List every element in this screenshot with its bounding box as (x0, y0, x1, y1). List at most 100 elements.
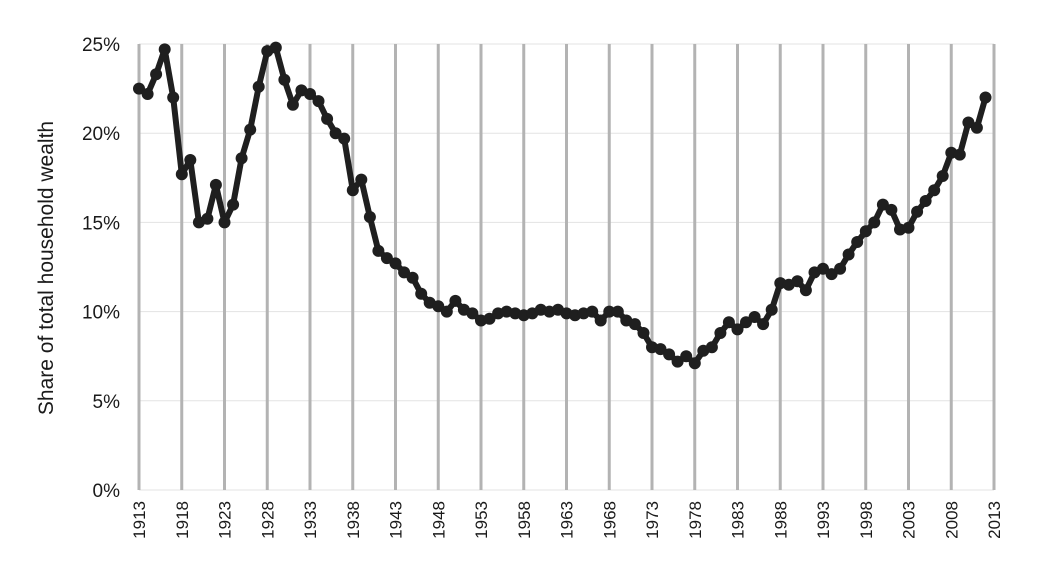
data-point (227, 198, 240, 211)
data-point (748, 311, 761, 323)
x-tick-label: 1978 (686, 501, 705, 539)
x-tick-label: 1998 (857, 501, 876, 539)
data-point (663, 348, 676, 361)
x-tick-label: 1988 (771, 501, 790, 539)
data-point (911, 205, 924, 218)
data-point (252, 80, 265, 93)
data-point (842, 248, 855, 261)
data-point (133, 82, 145, 95)
data-point (150, 68, 163, 81)
x-tick-label: 1923 (216, 501, 235, 539)
data-point (158, 43, 171, 56)
data-point (209, 178, 222, 191)
data-point (936, 170, 949, 182)
x-tick-label: 1918 (173, 501, 192, 539)
x-tick-label: 1948 (429, 501, 448, 539)
data-point (953, 148, 966, 161)
data-point (885, 203, 898, 216)
y-tick-label: 15% (82, 213, 120, 234)
data-point (141, 88, 154, 100)
data-point (740, 316, 752, 329)
data-point (304, 88, 316, 100)
y-tick-label: 5% (93, 392, 121, 413)
data-point (834, 262, 847, 275)
data-point (757, 318, 770, 331)
data-point (269, 41, 282, 54)
data-point (406, 271, 419, 284)
data-point (184, 154, 197, 166)
x-tick-label: 1968 (600, 501, 619, 539)
data-point (432, 300, 445, 313)
x-tick-label: 2003 (900, 501, 919, 539)
data-point (415, 287, 428, 300)
x-tick-label: 1973 (643, 501, 662, 539)
data-point (167, 91, 180, 104)
data-point (902, 221, 915, 234)
x-tick-label: 1963 (558, 501, 577, 539)
y-axis-label: Share of total household wealth (35, 121, 58, 415)
data-point (449, 294, 462, 307)
data-point (919, 195, 932, 207)
data-point (868, 216, 881, 229)
vertical-gridlines (137, 44, 996, 490)
data-point (671, 355, 684, 368)
data-point (312, 95, 325, 108)
data-point (346, 184, 359, 197)
y-tick-label: 10% (82, 303, 120, 324)
x-tick-label: 1938 (344, 501, 363, 539)
x-tick-label: 1928 (258, 501, 277, 539)
data-point (278, 73, 291, 86)
data-point (791, 275, 804, 288)
y-tick-label: 25% (82, 35, 120, 56)
data-point (705, 341, 718, 354)
data-point (851, 236, 864, 248)
y-tick-label: 0% (93, 481, 121, 502)
series-share-of-wealth (133, 41, 992, 370)
data-point (338, 132, 351, 145)
data-point (799, 284, 812, 297)
data-point (440, 305, 453, 318)
data-point (928, 184, 941, 197)
x-tick-label: 1933 (301, 501, 320, 539)
data-point (586, 305, 599, 318)
x-tick-label: 2008 (942, 501, 961, 539)
x-tick-label: 1993 (814, 501, 833, 539)
data-point (466, 307, 479, 320)
data-point (680, 350, 693, 363)
data-point (714, 327, 727, 339)
x-tick-label: 2013 (985, 501, 1004, 539)
data-point (731, 323, 744, 336)
data-point (594, 314, 607, 327)
data-point (235, 152, 248, 165)
data-point (765, 303, 778, 316)
data-point (637, 327, 650, 339)
data-point (175, 168, 188, 181)
data-point (628, 318, 641, 331)
data-point (859, 225, 872, 238)
x-tick-label: 1943 (387, 501, 406, 539)
data-point (363, 211, 376, 223)
data-point (201, 212, 214, 225)
data-point (329, 127, 342, 140)
data-point (483, 312, 496, 325)
y-axis-ticks: 0% 5% 10% 15% 20% 25% (82, 35, 120, 502)
x-tick-label: 1958 (515, 501, 534, 539)
data-point (654, 343, 667, 356)
data-point (355, 173, 368, 186)
data-point (389, 257, 402, 270)
data-point (380, 252, 393, 265)
data-point (611, 305, 624, 318)
data-point (817, 262, 829, 275)
x-tick-label: 1913 (130, 501, 149, 539)
x-tick-label: 1983 (729, 501, 748, 539)
data-point (372, 244, 385, 257)
x-tick-label: 1953 (472, 501, 491, 539)
data-point (218, 216, 231, 229)
data-point (244, 123, 257, 136)
x-axis-ticks: 1913 1918 1923 1928 1933 1938 1943 1948 1953 1958… (130, 501, 1004, 539)
y-tick-label: 20% (82, 124, 120, 145)
data-point (688, 357, 701, 370)
data-point (722, 316, 735, 329)
